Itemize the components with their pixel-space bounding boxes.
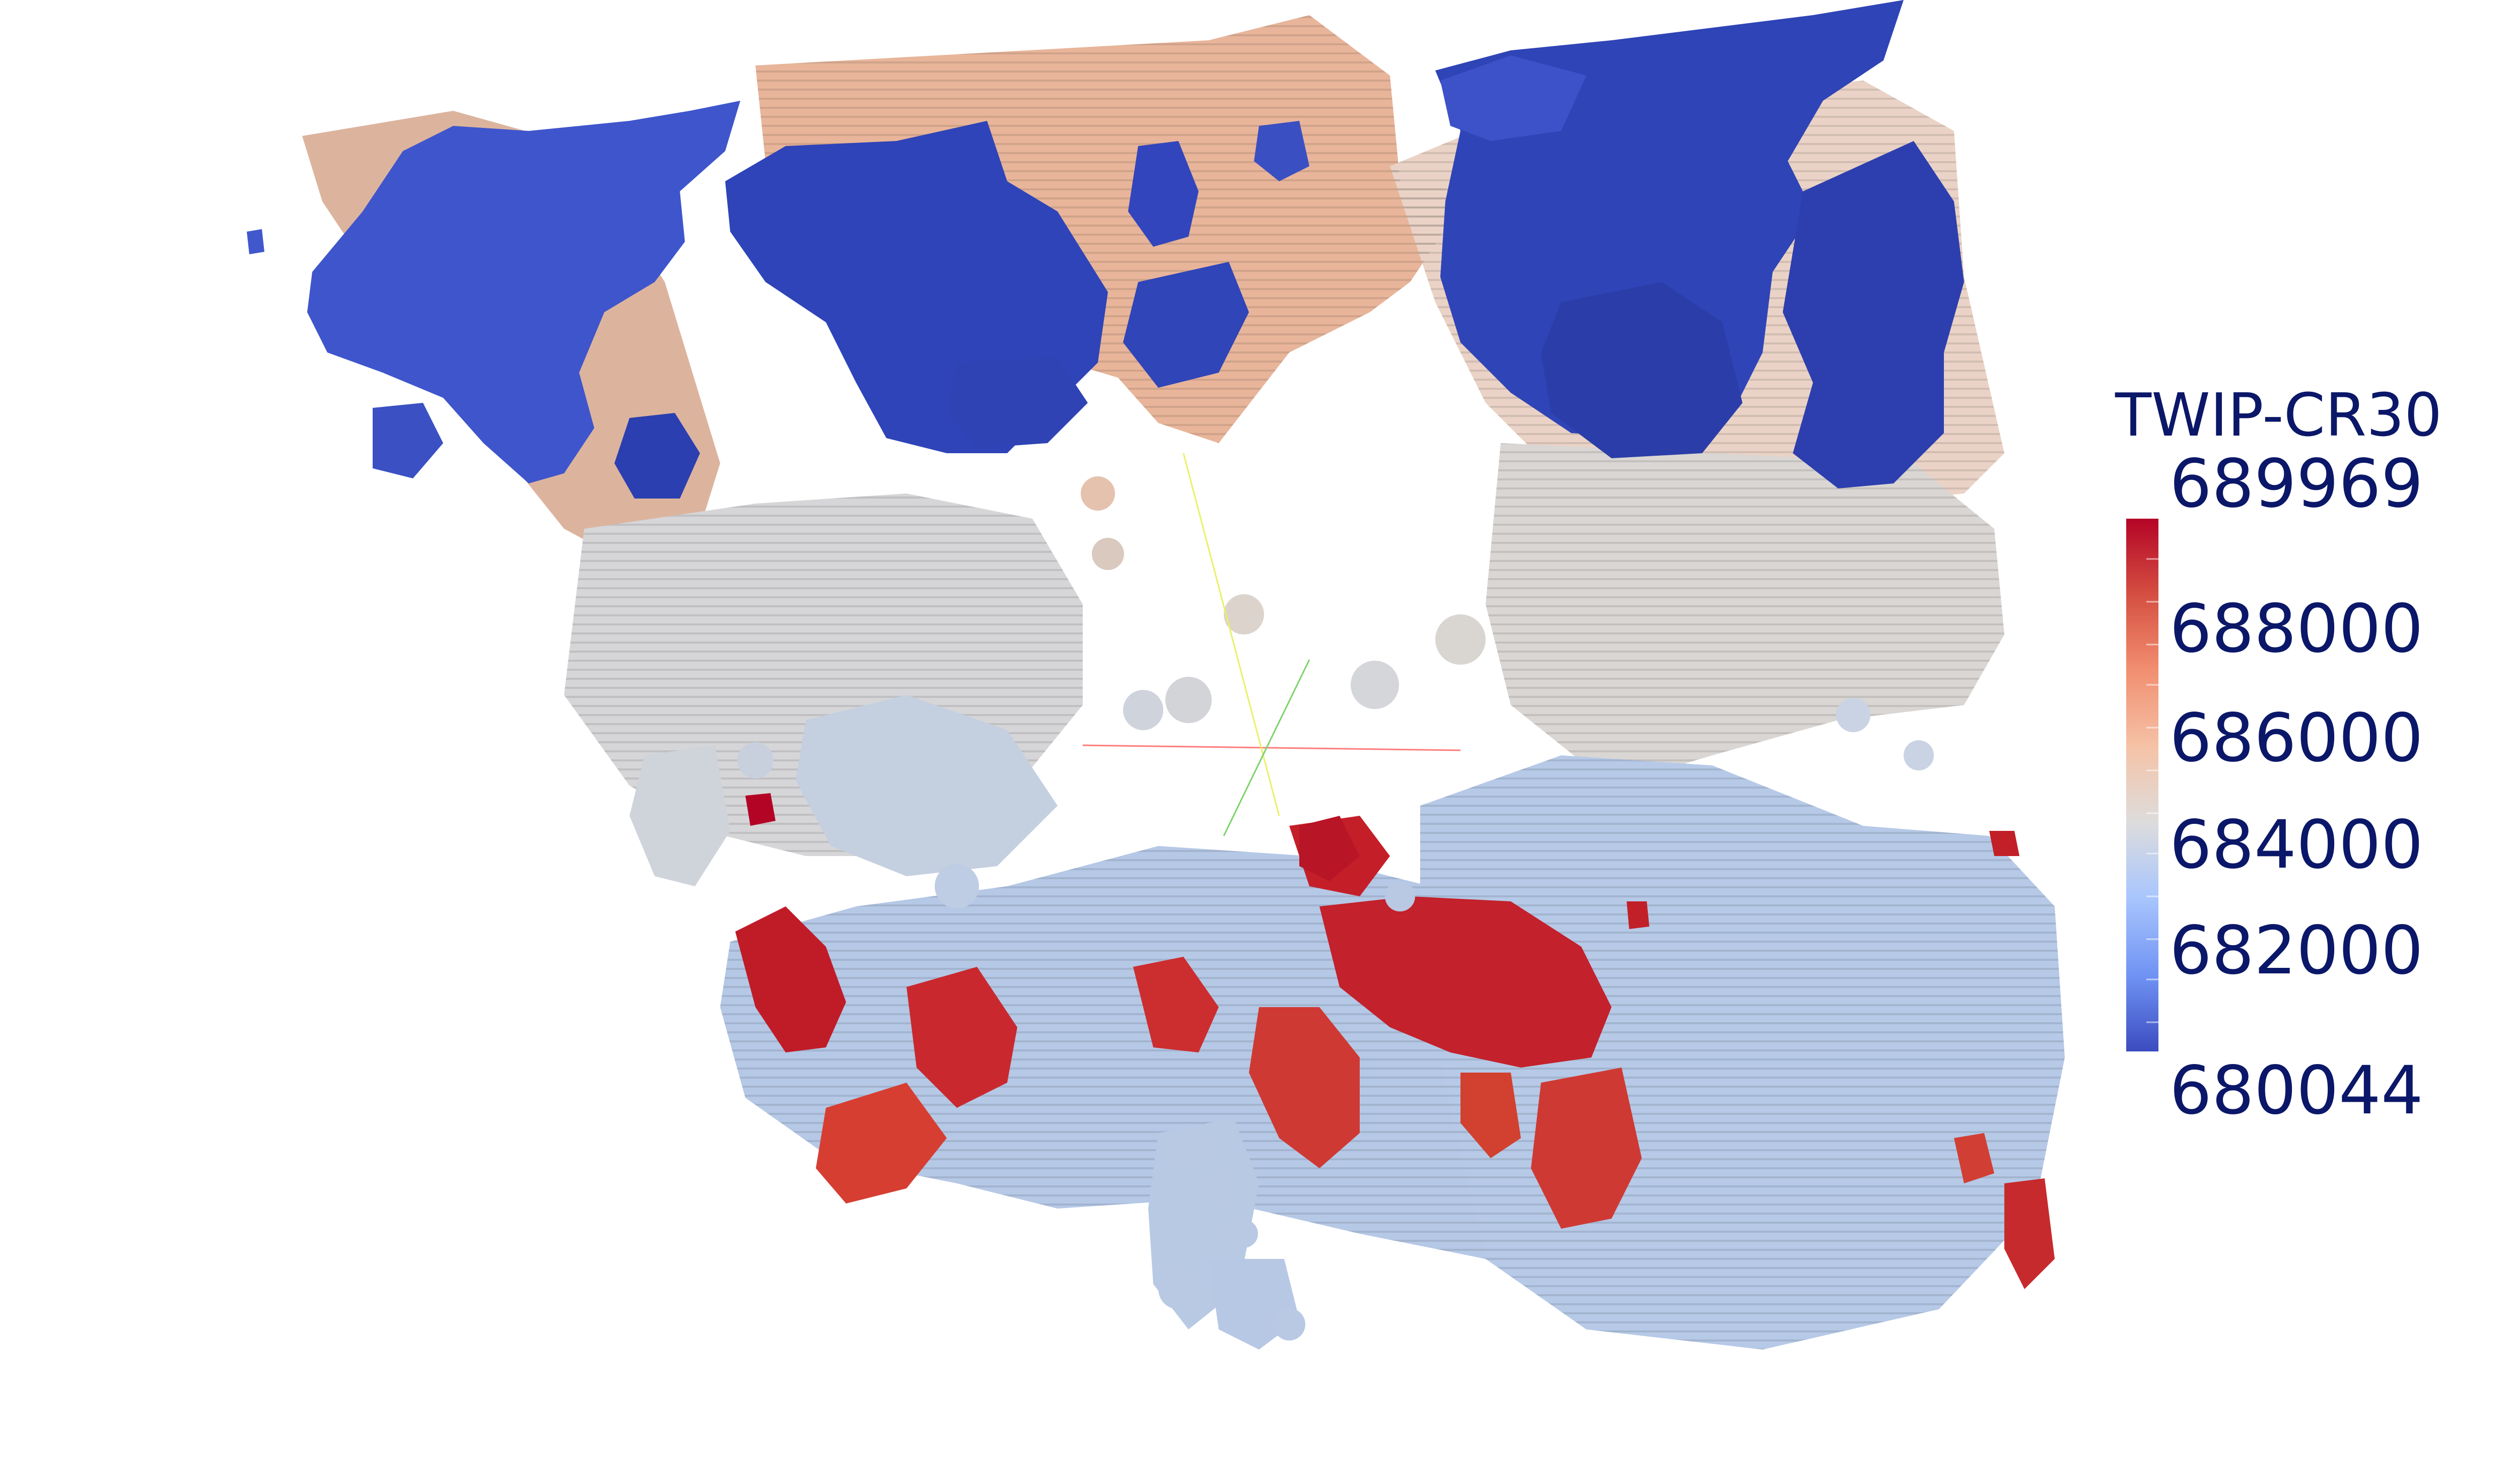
voxel-region-red bbox=[735, 793, 2055, 1289]
axis-z-line bbox=[1223, 659, 1310, 836]
axis-y-line bbox=[1182, 453, 1280, 816]
voxel-region-gray bbox=[564, 443, 2004, 886]
voxel-region-blue bbox=[247, 0, 1964, 499]
axis-x-line bbox=[1082, 744, 1461, 751]
legend-tick-label: 682000 bbox=[2170, 912, 2423, 990]
legend-max-label: 689969 bbox=[2170, 445, 2423, 523]
voxel-scattered-blobs bbox=[737, 476, 1934, 1340]
legend-tick-label: 688000 bbox=[2170, 590, 2423, 668]
legend-tick-label: 686000 bbox=[2170, 699, 2423, 777]
legend-min-label: 680044 bbox=[2170, 1052, 2423, 1129]
legend-tick-label: 684000 bbox=[2170, 806, 2423, 884]
orientation-axes bbox=[1082, 453, 1461, 836]
legend-title: TWIP-CR30 bbox=[2115, 380, 2442, 450]
color-legend-bar bbox=[2126, 519, 2158, 1051]
